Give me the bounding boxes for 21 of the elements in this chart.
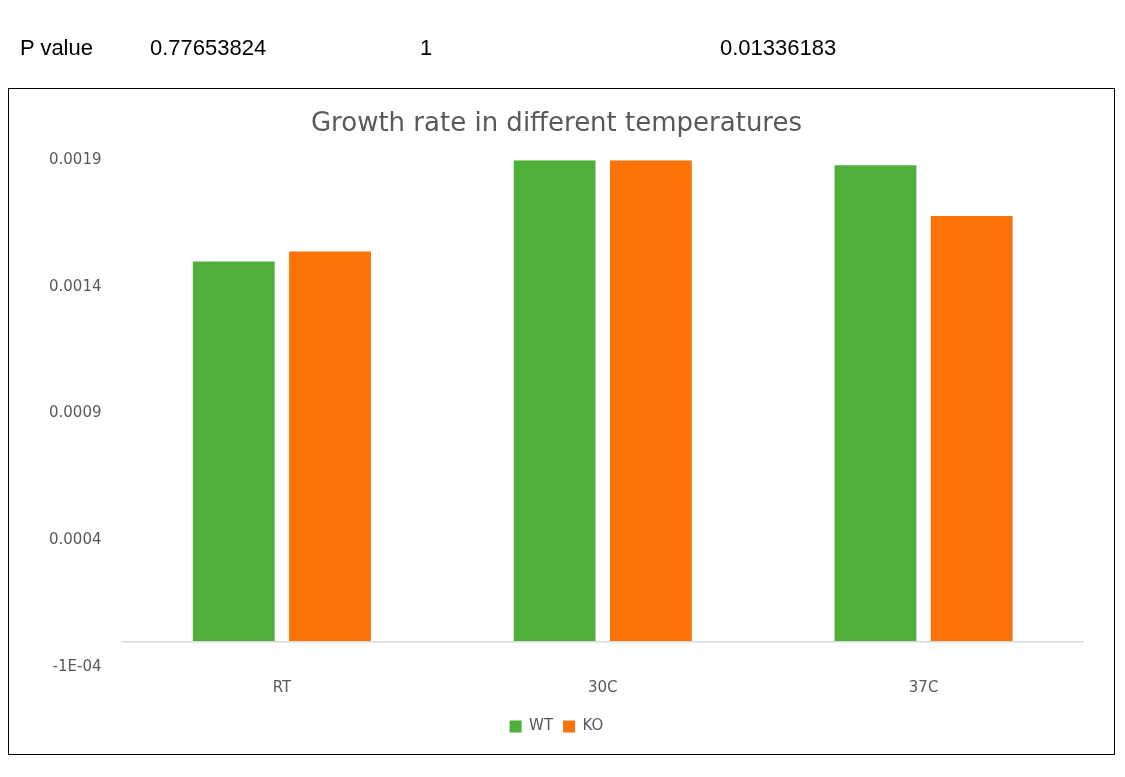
text: 0.77653824 [150,35,268,61]
y-tick-label: 0.0004 [48,530,102,549]
x-tick-label: RT [272,677,292,696]
legend-label: KO [582,716,604,735]
bar [930,215,1013,642]
y-tick-label: 0.0009 [48,403,102,422]
x-tick-label: 30C [587,677,618,696]
chart-title: Growth rate in different temperatures [310,107,803,138]
y-tick-label: -1E-04 [52,656,102,675]
y-tick-label: 0.0014 [48,276,102,295]
bar [513,160,596,642]
text: P value [20,35,94,61]
bar [192,261,275,642]
legend-label: WT [529,716,554,735]
text: 0.01336183 [720,35,838,61]
x-tick-label: 37C [908,677,939,696]
bar [289,251,371,642]
text: 1 [420,35,434,61]
bar [834,165,917,642]
y-tick-label: 0.0019 [48,150,102,169]
bar [609,160,692,642]
